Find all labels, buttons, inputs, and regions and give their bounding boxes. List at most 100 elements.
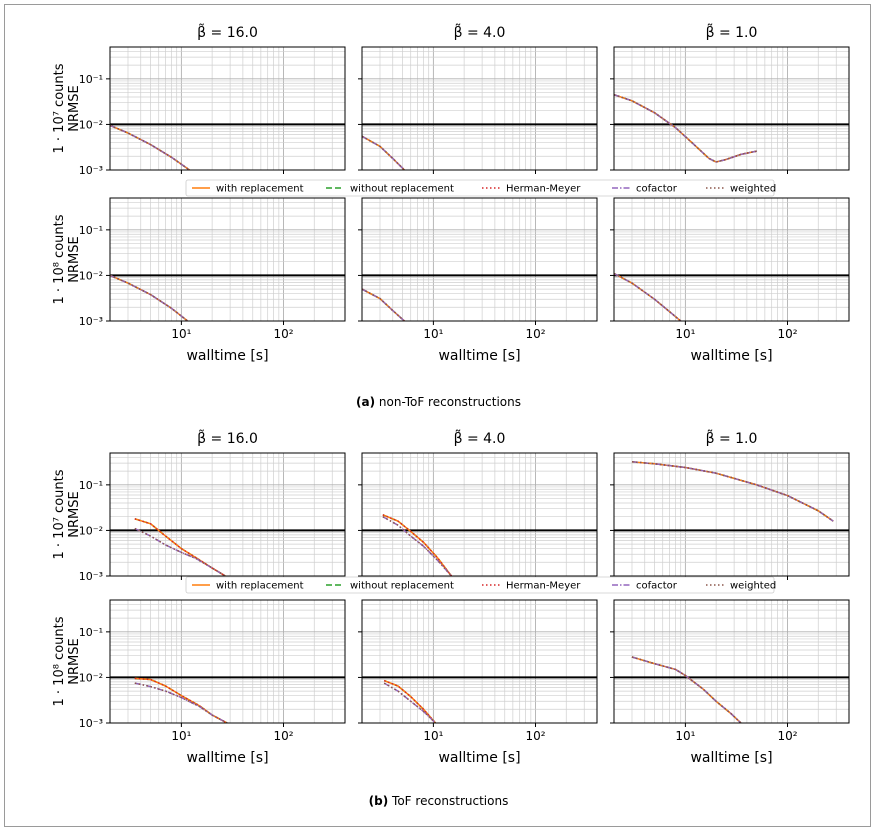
x-axis-label: walltime [s] bbox=[690, 750, 772, 766]
legend-item: without replacement bbox=[326, 581, 454, 592]
curves bbox=[631, 656, 742, 723]
series-line-weighted bbox=[362, 288, 405, 321]
column-title: β̃ = 4.0 bbox=[454, 429, 506, 447]
y-tick-label: 10⁻² bbox=[79, 671, 103, 684]
series-line-cofactor bbox=[383, 682, 437, 723]
x-axis-label: walltime [s] bbox=[186, 750, 268, 766]
series-line-with-replacement bbox=[631, 461, 834, 522]
legend-box bbox=[185, 179, 775, 197]
caption-b-text: ToF reconstructions bbox=[392, 794, 509, 808]
panel-a-r0-c0: 10⁻³ 10⁻² 10⁻¹ β̃ = 16.0 1 · 10⁷ counts NRMSE bbox=[52, 23, 346, 177]
series-line-with-replacement bbox=[614, 272, 682, 321]
axes-frame bbox=[613, 197, 850, 322]
axes-frame bbox=[613, 599, 850, 724]
axes-frame bbox=[361, 452, 598, 577]
panel-b-r1-c0: 10⁻³ 10⁻² 10⁻¹ 10¹ 10² walltime [s] 1 · 10⁸ co… bbox=[52, 599, 346, 766]
curves bbox=[362, 288, 405, 321]
panel-a-r0-c1: β̃ = 4.0 bbox=[358, 23, 598, 174]
legend-label: without replacement bbox=[350, 184, 454, 195]
series-line-weighted bbox=[383, 682, 437, 723]
series-line-weighted bbox=[614, 272, 682, 321]
curves bbox=[383, 679, 437, 723]
series-line-weighted bbox=[134, 527, 226, 576]
y-tick-label: 10⁻² bbox=[79, 524, 103, 537]
series-line-without-replacement bbox=[362, 135, 405, 170]
legend-item: cofactor bbox=[612, 581, 678, 592]
caption-a: (a) non-ToF reconstructions bbox=[0, 395, 877, 409]
series-line-with-replacement bbox=[631, 656, 742, 723]
legend-box bbox=[185, 576, 775, 594]
axes-frame bbox=[361, 599, 598, 724]
column-title: β̃ = 1.0 bbox=[706, 23, 758, 41]
series-line-herman-meyer bbox=[362, 135, 405, 170]
series-line-without-replacement bbox=[614, 272, 682, 321]
panel-b-r1-c2: 10¹ 10² walltime [s] bbox=[610, 599, 850, 766]
curves bbox=[110, 274, 189, 321]
curves bbox=[631, 461, 834, 522]
y-tick-label: 10⁻¹ bbox=[79, 73, 103, 86]
panel-b-r1-c1: 10¹ 10² walltime [s] bbox=[358, 599, 598, 766]
figure-frame bbox=[4, 4, 871, 827]
x-tick-label: 10¹ bbox=[171, 729, 191, 743]
x-axis-label: walltime [s] bbox=[186, 348, 268, 364]
legend-label: without replacement bbox=[350, 581, 454, 592]
curves bbox=[134, 518, 226, 576]
series-line-cofactor bbox=[614, 272, 682, 321]
legend-b: with replacement without replacement Herma… bbox=[185, 576, 776, 594]
series-line-herman-meyer bbox=[614, 272, 682, 321]
series-line-weighted bbox=[614, 93, 757, 163]
legend-label: weighted bbox=[730, 581, 776, 592]
axes-frame bbox=[109, 599, 346, 724]
legend-label: cofactor bbox=[636, 581, 678, 592]
panel-a-r1-c2: 10¹ 10² walltime [s] bbox=[610, 197, 850, 364]
x-tick-label: 10² bbox=[273, 327, 293, 341]
row-label: 1 · 10⁸ counts bbox=[52, 616, 67, 706]
legend-label: with replacement bbox=[216, 184, 304, 195]
panel-a-r1-c1: 10¹ 10² walltime [s] bbox=[358, 197, 598, 364]
series-line-herman-meyer bbox=[110, 124, 190, 170]
axes-frame bbox=[361, 197, 598, 322]
row-label: 1 · 10⁸ counts bbox=[52, 214, 67, 304]
legend-label: cofactor bbox=[636, 184, 678, 195]
series-line-without-replacement bbox=[631, 656, 742, 723]
series-line-herman-meyer bbox=[382, 514, 452, 576]
axes-frame bbox=[613, 46, 850, 171]
column-title: β̃ = 1.0 bbox=[706, 429, 758, 447]
series-line-with-replacement bbox=[110, 124, 190, 170]
x-tick-label: 10¹ bbox=[171, 327, 191, 341]
curves bbox=[382, 514, 452, 576]
curves bbox=[614, 272, 682, 321]
caption-a-label: (a) bbox=[356, 395, 376, 409]
series-line-with-replacement bbox=[383, 679, 437, 723]
legend-label: Herman-Meyer bbox=[506, 184, 581, 195]
series-line-herman-meyer bbox=[631, 656, 742, 723]
y-tick-label: 10⁻³ bbox=[79, 164, 103, 177]
axes-frame bbox=[613, 452, 850, 577]
axes-frame bbox=[109, 452, 346, 577]
legend-item: with replacement bbox=[192, 184, 304, 195]
legend-item: without replacement bbox=[326, 184, 454, 195]
panel-a-r0-c2: β̃ = 1.0 bbox=[610, 23, 850, 174]
legend-item: Herman-Meyer bbox=[482, 184, 581, 195]
x-tick-label: 10² bbox=[525, 327, 545, 341]
caption-a-text: non-ToF reconstructions bbox=[378, 395, 521, 409]
series-line-weighted bbox=[134, 682, 228, 723]
curves bbox=[134, 677, 228, 723]
curves bbox=[110, 124, 190, 170]
legend-label: weighted bbox=[730, 184, 776, 195]
legend-a: with replacement without replacement Herma… bbox=[185, 179, 776, 197]
legend-label: with replacement bbox=[216, 581, 304, 592]
caption-b-label: (b) bbox=[368, 794, 389, 808]
y-tick-label: 10⁻¹ bbox=[79, 479, 103, 492]
series-line-cofactor bbox=[110, 124, 190, 170]
column-title: β̃ = 4.0 bbox=[454, 23, 506, 41]
panel-b-r0-c0: 10⁻³ 10⁻² 10⁻¹ β̃ = 16.0 1 · 10⁷ counts NRMSE bbox=[52, 429, 346, 583]
legend-layer: with replacement without replacement Herma… bbox=[185, 179, 776, 594]
axes-frame bbox=[109, 46, 346, 171]
curves bbox=[362, 135, 405, 170]
series-line-without-replacement bbox=[110, 124, 190, 170]
series-line-weighted bbox=[631, 461, 834, 522]
x-axis-label: walltime [s] bbox=[438, 348, 520, 364]
series-line-weighted bbox=[110, 274, 189, 321]
